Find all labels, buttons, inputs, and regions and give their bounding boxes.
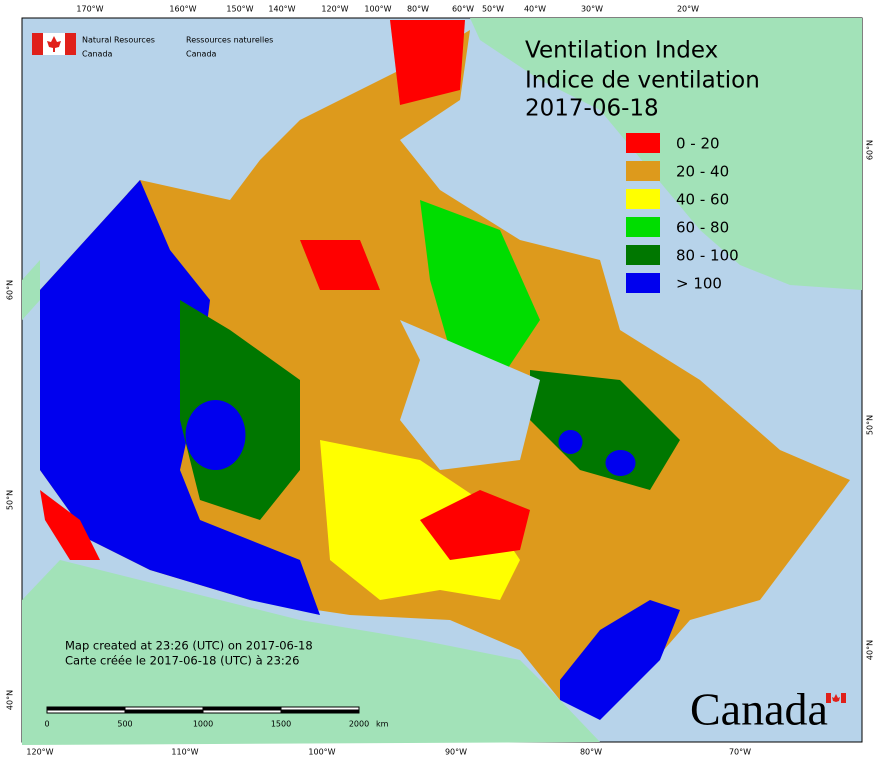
agency-fr: Ressources naturelles xyxy=(186,36,273,45)
scale-label: 500 xyxy=(117,720,132,729)
legend-swatch xyxy=(626,245,660,265)
top-lon-label: 170°W xyxy=(76,5,103,14)
wordmark-flag xyxy=(826,693,846,703)
scale-label: 1000 xyxy=(193,720,213,729)
map-title: Ventilation Index xyxy=(525,38,718,64)
bottom-lon-label: 90°W xyxy=(445,748,467,757)
legend-label: 60 - 80 xyxy=(676,219,729,237)
credit-line: Map created at 23:26 (UTC) on 2017-06-18 xyxy=(65,639,313,653)
scale-label: 2000 xyxy=(349,720,369,729)
agency-en: Canada xyxy=(82,50,113,59)
other-land xyxy=(22,18,862,745)
top-lon-label: 50°W xyxy=(482,5,504,14)
left-lat-label: 50°N xyxy=(6,490,15,510)
legend-swatch xyxy=(626,189,660,209)
agency-fr: Canada xyxy=(186,50,217,59)
map-date: 2017-06-18 xyxy=(525,96,659,122)
legend-swatch xyxy=(626,161,660,181)
scale-label: 1500 xyxy=(271,720,291,729)
left-lat-label: 40°N xyxy=(6,690,15,710)
legend-label: > 100 xyxy=(676,275,722,293)
logo-flag xyxy=(32,33,76,55)
legend-label: 40 - 60 xyxy=(676,191,729,209)
legend-swatch xyxy=(626,217,660,237)
top-lon-label: 100°W xyxy=(364,5,391,14)
top-lon-label: 40°W xyxy=(524,5,546,14)
top-lon-label: 20°W xyxy=(677,5,699,14)
wordmark: Canada xyxy=(690,684,828,735)
legend-swatch xyxy=(626,273,660,293)
scale-label: 0 xyxy=(44,720,49,729)
top-lon-label: 160°W xyxy=(169,5,196,14)
top-lon-label: 80°W xyxy=(407,5,429,14)
top-lon-label: 140°W xyxy=(268,5,295,14)
bottom-lon-label: 70°W xyxy=(729,748,751,757)
bottom-lon-label: 100°W xyxy=(308,748,335,757)
right-lat-label: 50°N xyxy=(866,415,875,435)
canada-ventilation xyxy=(40,20,850,720)
bottom-lon-label: 110°W xyxy=(171,748,198,757)
top-lon-label: 60°W xyxy=(452,5,474,14)
top-lon-label: 120°W xyxy=(321,5,348,14)
scale-bar xyxy=(46,706,360,714)
legend-swatch xyxy=(626,133,660,153)
bottom-lon-label: 80°W xyxy=(580,748,602,757)
legend-label: 80 - 100 xyxy=(676,247,739,265)
credit-line: Carte créée le 2017-06-18 (UTC) à 23:26 xyxy=(65,654,299,668)
right-lat-label: 60°N xyxy=(866,140,875,160)
legend-label: 0 - 20 xyxy=(676,135,720,153)
bottom-lon-label: 120°W xyxy=(26,748,53,757)
agency-en: Natural Resources xyxy=(82,36,155,45)
map-subtitle: Indice de ventilation xyxy=(525,68,760,94)
top-lon-label: 30°W xyxy=(581,5,603,14)
right-lat-label: 40°N xyxy=(866,640,875,660)
legend-label: 20 - 40 xyxy=(676,163,729,181)
scale-unit: km xyxy=(376,720,389,729)
top-lon-label: 150°W xyxy=(226,5,253,14)
left-lat-label: 60°N xyxy=(6,280,15,300)
